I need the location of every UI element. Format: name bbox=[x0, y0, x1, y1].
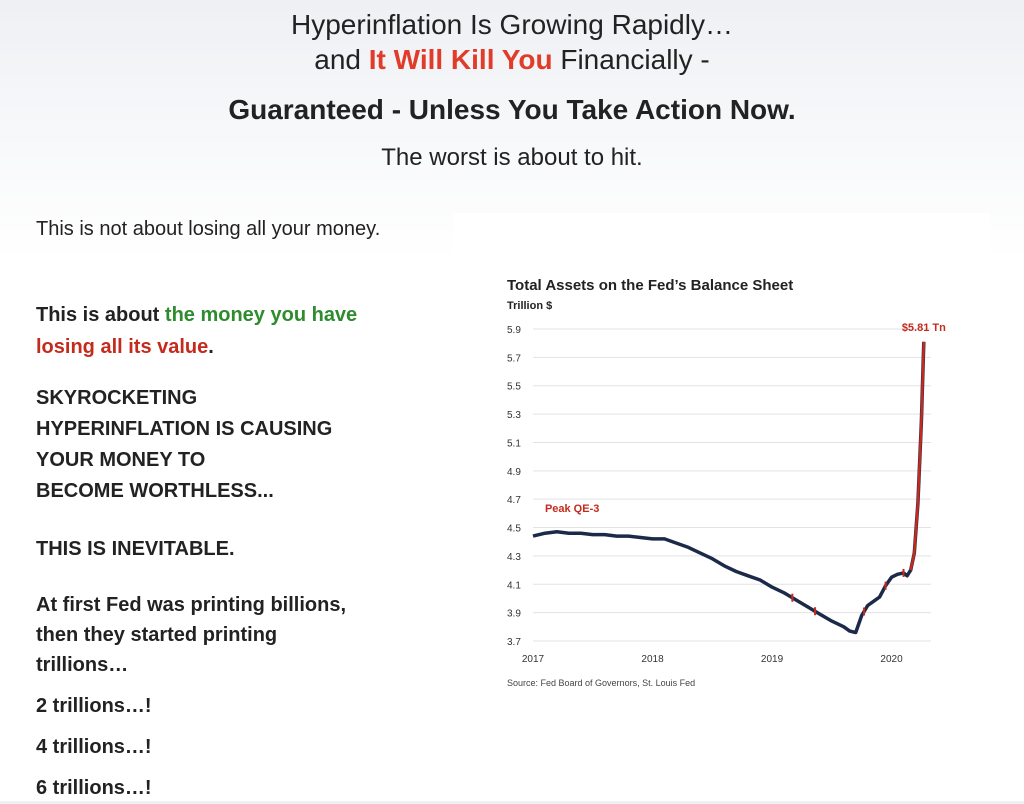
value-prefix: This is about bbox=[36, 304, 165, 326]
y-tick-label: 4.9 bbox=[507, 467, 521, 478]
warning-line-1: SKYROCKETING bbox=[36, 387, 198, 409]
y-tick-label: 5.5 bbox=[507, 382, 521, 393]
series-marker bbox=[863, 607, 866, 616]
trillions-6: 6 trillions…! bbox=[36, 772, 416, 804]
trillions-2-text: 2 trillions…! bbox=[36, 695, 152, 717]
fed-balance-sheet-chart: Total Assets on the Fed’s Balance Sheet T… bbox=[453, 213, 990, 801]
inevitable-paragraph: THIS IS INEVITABLE. bbox=[36, 533, 416, 565]
headline-line-2: and It Will Kill You Financially - bbox=[0, 43, 1024, 77]
chart-annotation: Peak QE-3 bbox=[545, 503, 599, 515]
printing-line-3: trillions… bbox=[36, 654, 129, 676]
x-tick-label: 2017 bbox=[522, 654, 545, 665]
headline-line-2-suffix: Financially - bbox=[552, 44, 710, 75]
value-red-text: losing all its value bbox=[36, 336, 209, 358]
y-tick-label: 4.7 bbox=[507, 495, 521, 506]
x-tick-label: 2018 bbox=[641, 654, 664, 665]
trillions-4-text: 4 trillions…! bbox=[36, 736, 152, 758]
chart-svg: Total Assets on the Fed’s Balance Sheet T… bbox=[507, 277, 946, 688]
y-tick-label: 4.3 bbox=[507, 552, 521, 563]
series-marker bbox=[814, 607, 817, 616]
x-tick-label: 2019 bbox=[761, 654, 784, 665]
chart-annotation: $5.81 Tn bbox=[902, 322, 946, 334]
y-tick-label: 5.9 bbox=[507, 325, 521, 336]
printing-paragraph: At first Fed was printing billions, then… bbox=[36, 590, 416, 680]
trillions-4: 4 trillions…! bbox=[36, 731, 416, 763]
warning-line-2: HYPERINFLATION IS CAUSING bbox=[36, 418, 333, 440]
y-tick-label: 4.5 bbox=[507, 524, 521, 535]
trillions-2: 2 trillions…! bbox=[36, 690, 416, 722]
warning-line-3: YOUR MONEY TO bbox=[36, 449, 206, 471]
headline-guarantee: Guaranteed - Unless You Take Action Now. bbox=[228, 94, 796, 125]
y-tick-label: 5.3 bbox=[507, 410, 521, 421]
trillions-6-text: 6 trillions…! bbox=[36, 777, 152, 799]
headline-emphasis: It Will Kill You bbox=[368, 44, 553, 75]
printing-line-2: then they started printing bbox=[36, 624, 278, 646]
value-suffix: . bbox=[208, 336, 214, 358]
x-tick-label: 2020 bbox=[880, 654, 903, 665]
y-tick-label: 5.7 bbox=[507, 353, 521, 364]
y-tick-label: 4.1 bbox=[507, 580, 521, 591]
series-marker bbox=[791, 593, 794, 602]
y-tick-label: 3.7 bbox=[507, 637, 521, 648]
intro-paragraph: This is not about losing all your money. bbox=[36, 213, 416, 245]
headline-subtitle: The worst is about to hit. bbox=[381, 144, 643, 171]
series-highlight bbox=[909, 341, 926, 571]
intro-text: This is not about losing all your money. bbox=[36, 218, 381, 240]
series-marker bbox=[884, 581, 887, 590]
series-line bbox=[532, 341, 926, 635]
chart-unit-label: Trillion $ bbox=[507, 300, 552, 312]
y-tick-label: 5.1 bbox=[507, 438, 521, 449]
headline-line-2-prefix: and bbox=[314, 44, 369, 75]
series-marker bbox=[902, 568, 905, 577]
chart-title: Total Assets on the Fed’s Balance Sheet bbox=[507, 277, 793, 294]
headline-line-1: Hyperinflation Is Growing Rapidly… bbox=[291, 9, 733, 40]
warning-line-4: BECOME WORTHLESS... bbox=[36, 480, 274, 502]
inevitable-text: THIS IS INEVITABLE. bbox=[36, 538, 235, 560]
warning-paragraph: SKYROCKETING HYPERINFLATION IS CAUSING Y… bbox=[36, 383, 416, 507]
y-tick-label: 3.9 bbox=[507, 609, 521, 620]
printing-line-1: At first Fed was printing billions, bbox=[36, 594, 347, 616]
value-paragraph: This is about the money you have losing a… bbox=[36, 299, 416, 363]
chart-source: Source: Fed Board of Governors, St. Loui… bbox=[507, 678, 695, 688]
value-green-text: the money you have bbox=[164, 304, 358, 326]
